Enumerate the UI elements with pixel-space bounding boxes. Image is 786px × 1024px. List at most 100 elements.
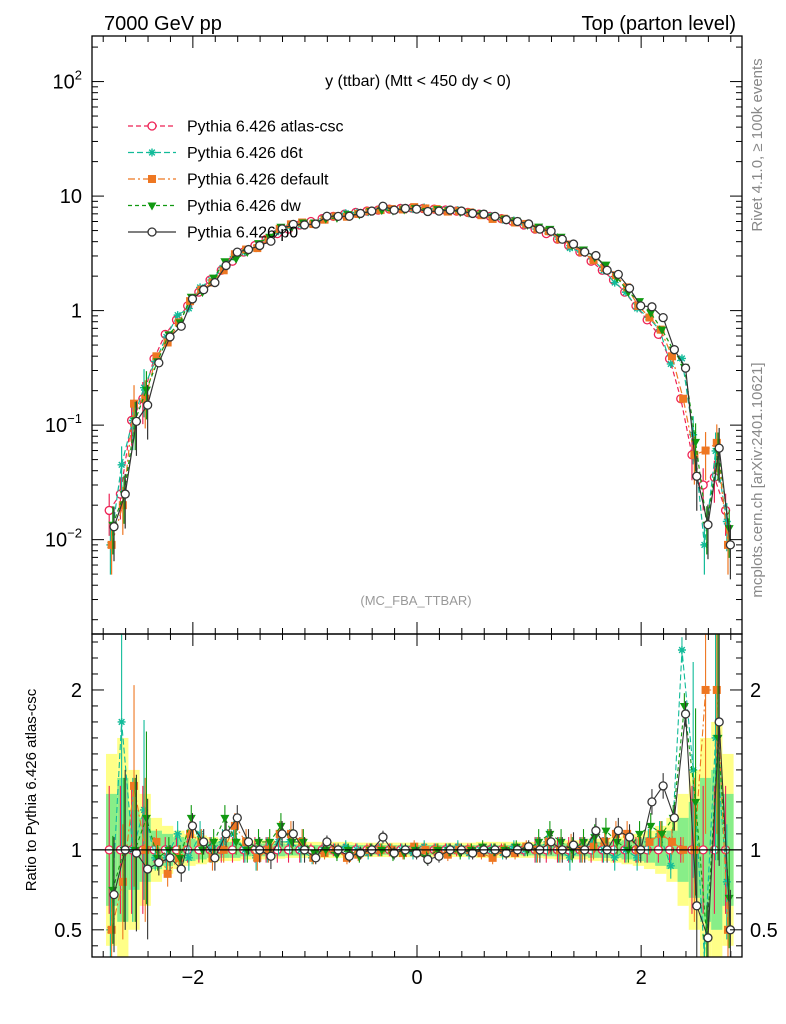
data-point bbox=[184, 853, 193, 862]
ratio-series-line bbox=[112, 705, 730, 938]
data-point bbox=[173, 311, 182, 320]
data-point bbox=[255, 240, 265, 251]
data-point bbox=[677, 354, 686, 363]
data-point bbox=[724, 525, 734, 534]
data-point bbox=[467, 848, 478, 858]
data-point bbox=[311, 853, 321, 863]
data-point bbox=[556, 838, 566, 847]
data-point bbox=[691, 798, 701, 807]
data-point bbox=[232, 247, 242, 257]
data-point bbox=[666, 359, 675, 368]
data-point bbox=[276, 822, 286, 831]
ratio-y-tick-label-right: 0.5 bbox=[750, 920, 778, 942]
data-point bbox=[107, 540, 116, 549]
data-point bbox=[411, 848, 422, 858]
data-point bbox=[488, 853, 497, 862]
ratio-series-line bbox=[113, 713, 731, 938]
ratio-series-default bbox=[107, 634, 732, 957]
data-point bbox=[130, 399, 139, 408]
data-point bbox=[109, 522, 119, 532]
data-point bbox=[175, 854, 185, 863]
data-point bbox=[689, 765, 698, 774]
data-point bbox=[645, 313, 654, 322]
data-point bbox=[131, 416, 142, 427]
data-point bbox=[579, 838, 589, 847]
data-point bbox=[568, 840, 579, 850]
data-point bbox=[534, 838, 544, 847]
data-point bbox=[546, 226, 556, 236]
data-point bbox=[624, 832, 635, 842]
data-point bbox=[692, 471, 702, 481]
y-tick-label: 10−2 bbox=[45, 526, 82, 552]
data-point bbox=[107, 925, 116, 934]
data-point bbox=[311, 219, 321, 229]
ratio-y-tick-label-left: 0.5 bbox=[54, 920, 82, 942]
data-point bbox=[109, 889, 119, 900]
data-point bbox=[666, 861, 675, 870]
data-point bbox=[322, 837, 332, 847]
data-point bbox=[277, 224, 287, 234]
legend-entry-default: Pythia 6.426 default bbox=[128, 172, 329, 189]
data-point bbox=[698, 480, 708, 490]
data-point bbox=[389, 848, 399, 858]
series-line bbox=[111, 206, 729, 546]
mcplots-label: mcplots.cern.ch [arXiv:2401.10621] bbox=[749, 362, 766, 597]
data-point bbox=[186, 814, 196, 823]
data-point bbox=[343, 846, 353, 855]
data-point bbox=[610, 853, 619, 862]
data-point bbox=[322, 211, 332, 221]
data-point bbox=[501, 848, 511, 858]
legend-label: Pythia 6.426 atlas-csc bbox=[187, 119, 344, 136]
data-point bbox=[118, 501, 127, 510]
data-point bbox=[243, 837, 254, 847]
legend-label: Pythia 6.426 default bbox=[187, 172, 329, 189]
data-point bbox=[610, 278, 619, 287]
data-point bbox=[636, 301, 646, 311]
data-point bbox=[140, 805, 149, 814]
series-default bbox=[107, 203, 732, 575]
process-label: Top (parton level) bbox=[581, 13, 736, 35]
data-point bbox=[546, 837, 556, 847]
data-point bbox=[692, 901, 702, 911]
x-tick-label: 2 bbox=[636, 967, 647, 989]
data-point bbox=[689, 430, 698, 439]
legend-label: Pythia 6.426 p0 bbox=[187, 225, 298, 242]
main-axes: 10−2 10−1 1 10 102 bbox=[45, 35, 743, 957]
data-point bbox=[623, 846, 633, 855]
data-point bbox=[601, 827, 611, 836]
data-point bbox=[479, 209, 489, 219]
data-point bbox=[423, 854, 433, 865]
data-point bbox=[512, 216, 523, 227]
data-point bbox=[490, 211, 500, 222]
series-line bbox=[113, 205, 731, 545]
data-point bbox=[410, 842, 419, 851]
data-point bbox=[142, 864, 153, 874]
y-tick-label: 10−1 bbox=[45, 411, 82, 437]
data-point bbox=[722, 517, 731, 526]
plot-title: y (ttbar) (Mtt < 450 dy < 0) bbox=[325, 73, 511, 90]
data-point bbox=[266, 851, 276, 861]
data-point bbox=[243, 244, 254, 255]
data-point bbox=[230, 821, 239, 830]
data-point bbox=[411, 204, 422, 214]
data-point bbox=[667, 352, 676, 361]
rivet-label: Rivet 4.1.0, ≥ 100k events bbox=[749, 58, 766, 231]
data-point bbox=[321, 846, 331, 855]
data-point bbox=[196, 829, 205, 838]
ratio-series-line bbox=[111, 689, 729, 930]
data-point bbox=[131, 848, 142, 858]
data-point bbox=[501, 215, 511, 225]
data-point bbox=[647, 797, 657, 807]
legend: Pythia 6.426 atlas-csc Pythia 6.426 d6t Py… bbox=[128, 119, 344, 242]
legend-entry-dw: Pythia 6.426 dw bbox=[128, 198, 301, 215]
legend-entry-p0: Pythia 6.426 p0 bbox=[128, 225, 298, 242]
data-point bbox=[646, 822, 656, 831]
data-point bbox=[341, 842, 350, 851]
data-point bbox=[141, 386, 151, 395]
data-point bbox=[524, 219, 534, 229]
data-point bbox=[725, 540, 736, 550]
data-point bbox=[154, 358, 164, 368]
data-point bbox=[221, 260, 231, 271]
data-point bbox=[679, 702, 689, 711]
